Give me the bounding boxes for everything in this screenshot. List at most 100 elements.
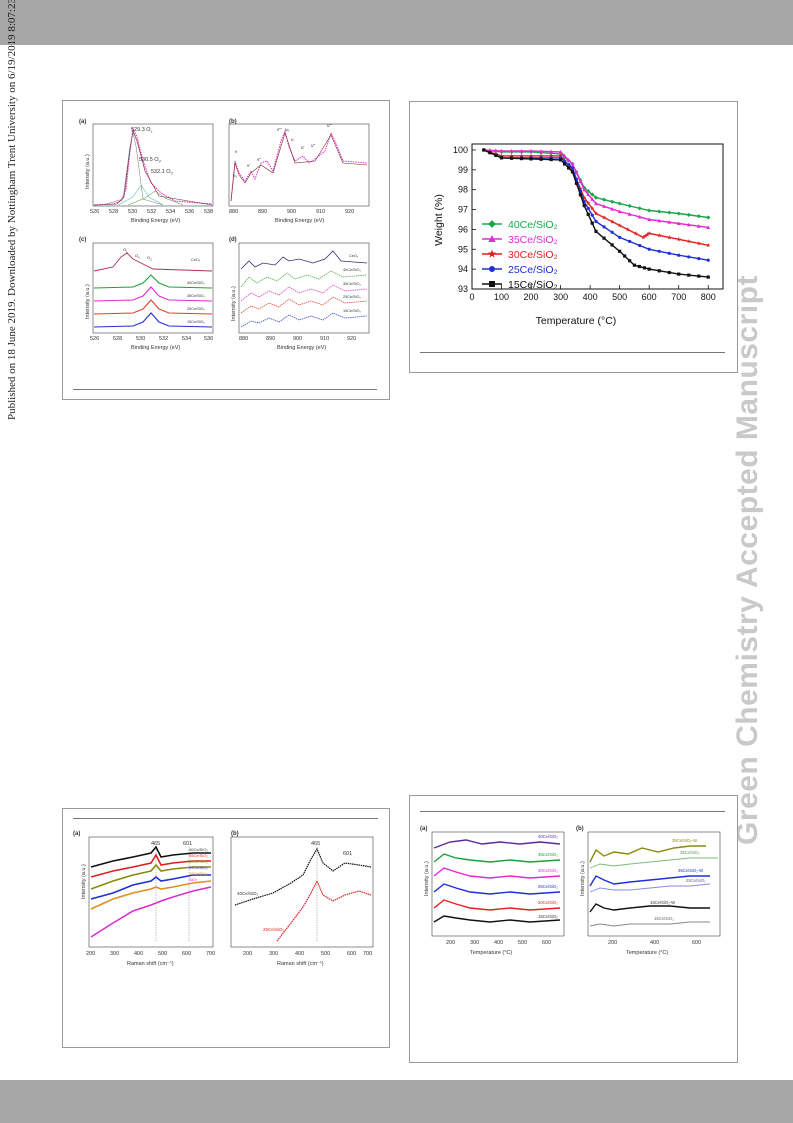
curve-d-35 (240, 284, 368, 302)
tga-y-tick-label: 96 (458, 224, 468, 234)
svg-text:920: 920 (347, 336, 356, 342)
tga-point-35ce (566, 157, 571, 162)
svg-text:400: 400 (494, 940, 503, 946)
tga-y-tick-label: 100 (453, 145, 468, 155)
raman-a-40 (90, 845, 211, 868)
tga-point-15ce (697, 274, 701, 278)
svg-text:536: 536 (204, 336, 213, 342)
tga-legend-marker-15ce (489, 281, 495, 287)
svg-text:35Ce/SiO₂: 35Ce/SiO₂ (189, 853, 208, 858)
tga-point-15ce (602, 236, 606, 240)
svg-text:600: 600 (347, 951, 356, 957)
tga-point-15ce (570, 170, 574, 174)
tga-ylabel: Weight (%) (433, 194, 445, 246)
svg-text:920: 920 (345, 209, 354, 215)
tga-point-15ce (574, 181, 579, 185)
svg-text:v: v (235, 149, 238, 154)
raman-b-letter: (b) (231, 831, 239, 837)
tpd-a-20 (433, 899, 561, 911)
tga-point-35ce (578, 179, 583, 184)
tga-point-30ce (643, 233, 648, 238)
tga-point-30ce (601, 215, 607, 220)
svg-text:880: 880 (229, 209, 238, 215)
curve-c-35 (93, 286, 213, 302)
tga-caption-rule (420, 352, 725, 353)
raman-a-xlabel: Raman shift (cm⁻¹) (127, 961, 174, 967)
raman-a-465: 465 (151, 841, 160, 847)
tga-point-25ce (570, 166, 574, 170)
panel-d-xlabel: Binding Energy (eV) (277, 345, 326, 351)
tga-point-35ce (676, 221, 681, 226)
tga-point-15ce (563, 162, 567, 166)
tga-point-30ce (656, 233, 662, 238)
panel-b-fit (230, 132, 368, 202)
tpd-a-ticks: 200 300 400 500 600 (446, 940, 551, 946)
panel-b-letter: (b) (229, 119, 237, 125)
tga-point-35ce (549, 149, 554, 154)
tga-point-15ce (549, 157, 553, 162)
tpd-b-curve-labels: 35Ce/SiO₂-W 35Ce/SiO₂ 25Ce/SiO₂-W 25Ce/S… (650, 838, 706, 921)
tga-point-15ce (637, 264, 642, 269)
svg-text:40Ce/SiO₂: 40Ce/SiO₂ (187, 281, 205, 285)
tga-point-40ce (637, 206, 642, 211)
tga-point-30ce (667, 235, 672, 240)
raman-b-40 (234, 847, 372, 906)
tga-legend-marker-25ce (489, 266, 495, 272)
svg-text:15Ce/SiO₂: 15Ce/SiO₂ (343, 309, 361, 313)
tga-x-tick-label: 300 (553, 292, 568, 302)
svg-text:910: 910 (320, 336, 329, 342)
svg-text:538: 538 (204, 209, 213, 215)
svg-text:890: 890 (266, 336, 275, 342)
svg-text:536: 536 (185, 209, 194, 215)
tga-point-25ce (602, 225, 606, 229)
raman-a-ticks: 200 300 400 500 600 700 (86, 951, 215, 957)
tga-legend-marker-35ce (488, 235, 496, 242)
tga-point-15ce (594, 229, 598, 233)
svg-text:528: 528 (113, 336, 122, 342)
tga-point-15ce (567, 166, 571, 170)
tga-legend-label-35ce: 35Ce/SiO₂ (508, 234, 558, 246)
tga-point-30ce (706, 242, 711, 248)
peak-ol: 529.3 OL (131, 127, 153, 134)
tga-xlabel: Temperature (°C) (536, 315, 617, 327)
panel-d-letter: (d) (229, 237, 237, 243)
svg-text:15Ce/SiO₂-W: 15Ce/SiO₂-W (650, 900, 675, 905)
svg-text:SiO₂: SiO₂ (189, 877, 198, 882)
raman-top-rule (73, 818, 378, 819)
svg-text:530: 530 (128, 209, 137, 215)
tga-point-30ce (641, 235, 646, 240)
svg-text:35Ce/SiO₂: 35Ce/SiO₂ (187, 294, 205, 298)
tpd-a-25 (433, 883, 561, 895)
tga-point-40ce (667, 210, 672, 215)
tga-point-40ce (610, 199, 615, 204)
tga-point-30ce (676, 236, 681, 242)
panel-c-peak-labels: OL OV OC (123, 247, 153, 262)
tga-series-35ce (483, 149, 709, 229)
panel-b-peak-labels: v v₀ v' v'' v''' u₀ u u' u'' u''' (233, 123, 332, 178)
tga-point-30ce (645, 232, 650, 237)
tga-point-25ce (563, 159, 567, 163)
tga-plot-frame (471, 143, 724, 290)
tga-point-30ce (590, 206, 595, 211)
tga-x-tick-label: 600 (642, 292, 657, 302)
tga-point-40ce (617, 201, 622, 206)
xps-caption-rule (73, 389, 377, 390)
tpd-a-frame (431, 831, 565, 937)
tga-point-15ce (642, 266, 647, 270)
tga-point-15ce (494, 153, 498, 157)
tga-point-25ce (638, 243, 642, 248)
tga-point-15ce (657, 269, 661, 273)
raman-figure: (a) Intensity (a.u.) 465 601 40Ce/SiO₂ 3… (62, 808, 390, 1048)
tga-point-40ce (676, 211, 681, 216)
tga-x-tick-label: 200 (524, 292, 539, 302)
raman-b-465: 465 (311, 841, 320, 847)
tga-point-25ce (590, 213, 594, 217)
svg-text:528: 528 (109, 209, 118, 215)
tga-legend-label-30ce: 30Ce/SiO₂ (508, 249, 558, 261)
panel-c-ticks: 526 528 530 532 534 536 (90, 336, 213, 342)
panel-a-letter: (a) (79, 119, 86, 125)
tga-point-15ce (529, 157, 533, 161)
tga-point-30ce (625, 227, 630, 232)
svg-text:526: 526 (90, 209, 99, 215)
peak-ov: 530.5 OV (139, 157, 162, 164)
